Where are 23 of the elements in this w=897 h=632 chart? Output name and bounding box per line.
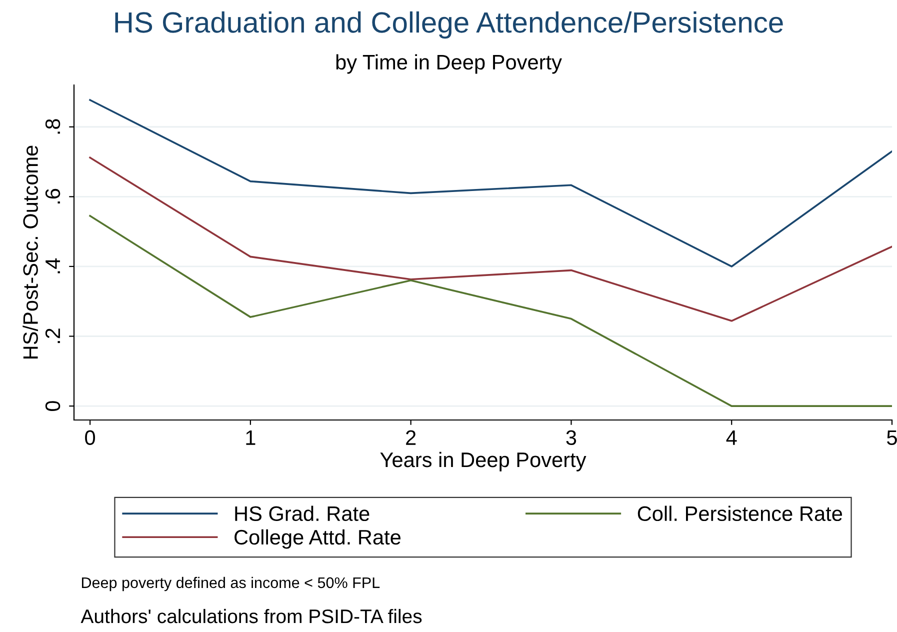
y-tick-label: .8 xyxy=(45,119,60,134)
legend-label: HS Grad. Rate xyxy=(235,506,370,522)
x-tick-label: 2 xyxy=(406,430,416,445)
x-axis-title: Years in Deep Poverty xyxy=(380,452,586,472)
y-tick-label: .2 xyxy=(45,328,60,344)
x-tick-label: 4 xyxy=(726,430,737,445)
chart-title: HS Graduation and College Attendence/Persistence xyxy=(115,11,783,39)
line-series xyxy=(89,214,892,407)
y-tick-label: 0 xyxy=(45,401,60,412)
y-tick-label: .4 xyxy=(46,258,60,274)
x-tick-label: 1 xyxy=(246,430,256,445)
line-series xyxy=(89,99,892,268)
text: Authors' calculations from PSID-TA files xyxy=(80,608,422,624)
y-axis-title: HS/Post-Sec. Outcome xyxy=(22,146,38,358)
legend-label: Coll. Persistence Rate xyxy=(638,506,842,522)
x-tick-label: 0 xyxy=(85,430,96,446)
legend-label: College Attd. Rate xyxy=(234,529,400,549)
x-tick-label: 3 xyxy=(566,430,576,446)
chart-subtitle: by Time in Deep Poverty xyxy=(336,54,562,74)
line-series xyxy=(89,156,892,322)
text: Deep poverty defined as income < 50% FPL xyxy=(82,576,380,592)
x-tick-label: 5 xyxy=(887,430,897,446)
y-tick-label: .6 xyxy=(45,188,60,204)
